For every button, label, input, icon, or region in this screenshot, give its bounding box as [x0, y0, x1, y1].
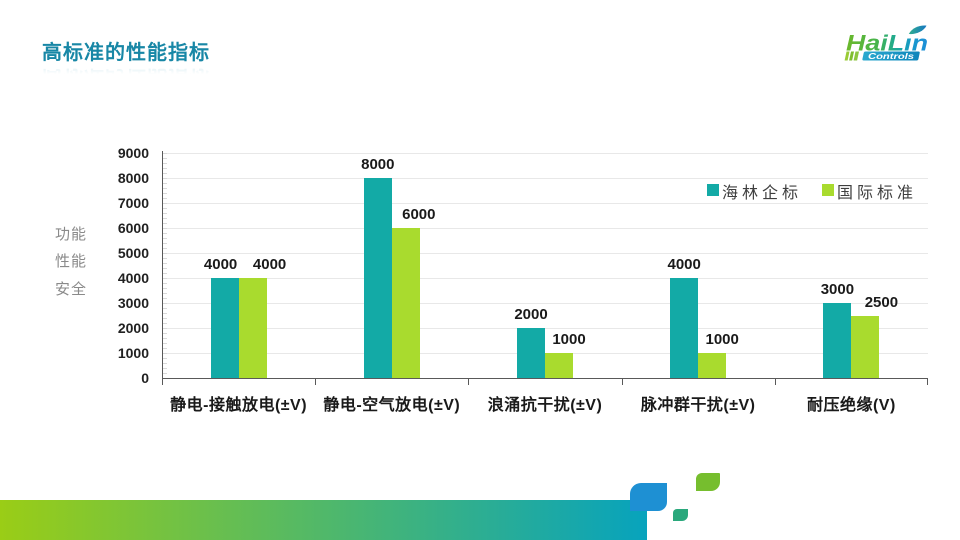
svg-text:Controls: Controls	[868, 51, 914, 61]
svg-text:HaiLın: HaiLın	[846, 31, 928, 56]
